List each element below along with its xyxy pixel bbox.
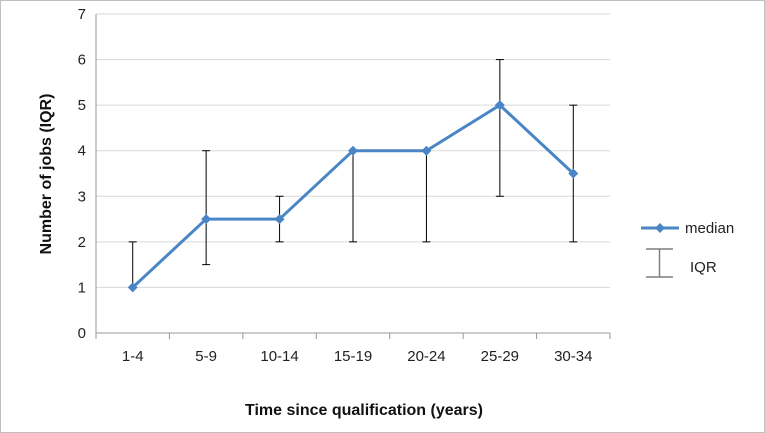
- data-point-25-29: [494, 100, 505, 111]
- legend: median IQR: [641, 220, 734, 278]
- data-point-30-34: [568, 168, 579, 179]
- data-point-5-9: [201, 214, 212, 225]
- y-tick-label: 6: [78, 52, 86, 69]
- y-tick-label: 3: [78, 188, 86, 205]
- x-tick-label: 15-19: [334, 348, 372, 365]
- y-tick-label: 5: [78, 97, 86, 114]
- series-median: [127, 100, 579, 293]
- x-axis-title: Time since qualification (years): [245, 402, 483, 419]
- error-bar-5-9: [202, 150, 211, 266]
- y-tick-label: 4: [78, 143, 86, 160]
- legend-median-marker: [655, 223, 665, 233]
- y-tick-label: 1: [78, 279, 86, 296]
- x-tick-label: 30-34: [554, 348, 592, 365]
- error-bar-25-29: [495, 59, 504, 197]
- y-tick-labels: 0 1 2 3 4 5 6 7: [78, 6, 86, 342]
- y-tick-label: 0: [78, 325, 86, 342]
- data-point-15-19: [348, 145, 358, 156]
- x-tick-label: 20-24: [407, 348, 445, 365]
- data-point-10-14: [274, 214, 285, 225]
- x-tick-label: 25-29: [481, 348, 519, 365]
- data-point-1-4: [127, 282, 138, 293]
- legend-iqr-label: IQR: [690, 259, 717, 276]
- legend-median-label: median: [685, 220, 734, 237]
- x-tick-label: 5-9: [195, 348, 217, 365]
- y-axis-title: Number of jobs (IQR): [38, 94, 55, 255]
- iqr-error-bars: [128, 59, 578, 288]
- y-tick-label: 2: [78, 234, 86, 251]
- x-axis: [95, 14, 611, 339]
- x-tick-label: 1-4: [122, 348, 144, 365]
- error-bar-1-4: [128, 241, 137, 288]
- x-tick-labels: 1-4 5-9 10-14 15-19 20-24 25-29 30-34: [122, 348, 593, 365]
- x-tick-label: 10-14: [260, 348, 298, 365]
- data-point-20-24: [421, 145, 432, 156]
- y-tick-label: 7: [78, 6, 86, 23]
